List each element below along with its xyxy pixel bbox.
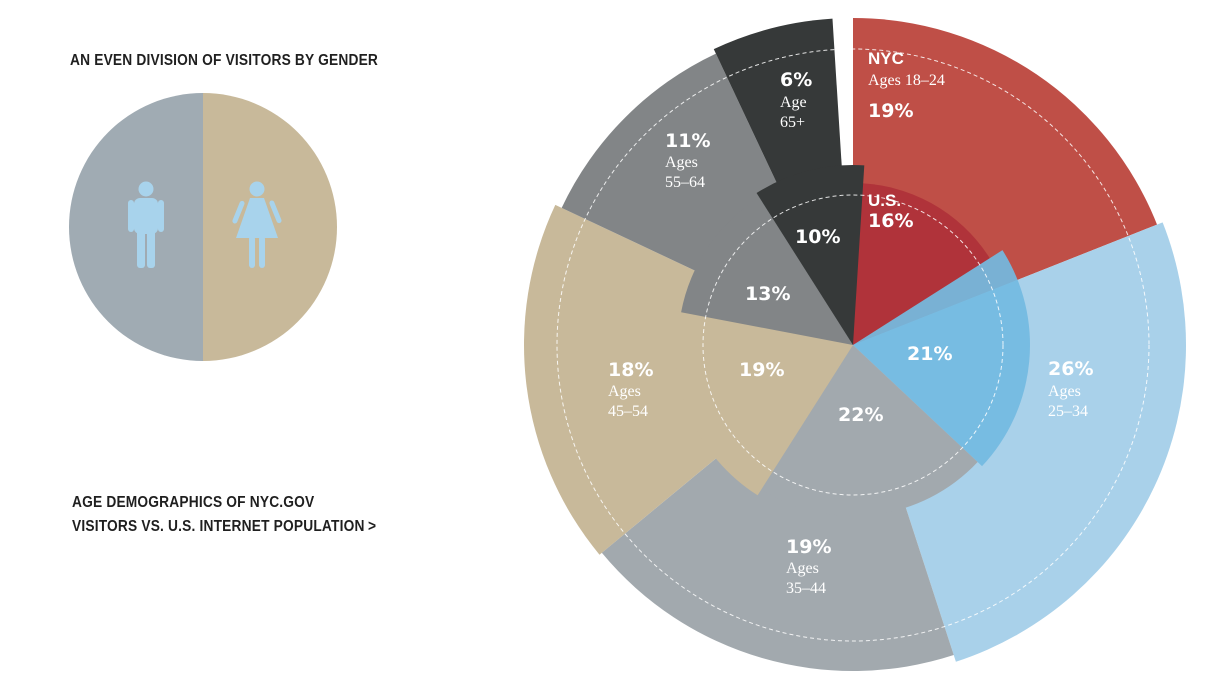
age-polar-chart: NYC U.S. Ages 18–24 19% 16% 26% Ages 25–…: [523, 18, 1187, 671]
us-value-55-64: 13%: [745, 283, 790, 305]
us-slice-18-24: [853, 183, 990, 345]
age-range-35-44: 35–44: [786, 580, 826, 597]
nyc-value-25-34: 26%: [1048, 358, 1093, 380]
age-label-18-24-prefix: Ages: [868, 72, 901, 89]
gender-pie-chart: [69, 93, 337, 361]
age-range-65-plus: 65+: [780, 114, 805, 131]
us-slice-45-54: [674, 311, 853, 496]
nyc-value-35-44: 19%: [786, 536, 831, 558]
age-label-45-54: Ages: [608, 383, 641, 400]
age-range-18-24: 18–24: [905, 72, 945, 89]
chevron-right-icon[interactable]: >: [368, 518, 377, 535]
us-value-45-54: 19%: [739, 359, 784, 381]
us-value-65-plus: 10%: [795, 226, 840, 248]
us-value-18-24: 16%: [868, 210, 913, 232]
age-range-45-54: 45–54: [608, 403, 648, 420]
age-label-65-plus: Age: [780, 94, 807, 111]
male-icon: [128, 181, 164, 268]
us-value-25-34: 21%: [907, 343, 952, 365]
gender-chart-title: AN EVEN DIVISION OF VISITORS BY GENDER: [70, 52, 379, 69]
age-range-25-34: 25–34: [1048, 403, 1088, 420]
nyc-series-label: NYC: [868, 49, 904, 68]
age-chart-title-line1: AGE DEMOGRAPHICS OF NYC.GOV: [72, 494, 315, 511]
age-label-35-44: Ages: [786, 560, 819, 577]
us-slice-35-44: [761, 345, 978, 517]
female-icon: [232, 181, 282, 268]
dashed-ring-outer: [556, 48, 1150, 642]
age-label-25-34: Ages: [1048, 383, 1081, 400]
us-series-label: U.S.: [868, 191, 901, 210]
age-chart-title-line2[interactable]: VISITORS VS. U.S. INTERNET POPULATION >: [72, 518, 376, 536]
us-slice-55-64: [681, 197, 853, 345]
us-slice-25-34: [853, 250, 1031, 467]
nyc-value-65-plus: 6%: [780, 69, 812, 91]
dashed-ring-inner: [702, 194, 1004, 496]
us-value-35-44: 22%: [838, 404, 883, 426]
age-label-18-24: Ages 18–24: [868, 72, 945, 89]
nyc-value-55-64: 11%: [665, 130, 710, 152]
age-chart-title-text: VISITORS VS. U.S. INTERNET POPULATION: [72, 518, 365, 535]
nyc-value-45-54: 18%: [608, 359, 653, 381]
us-slice-65-plus: [756, 165, 865, 345]
age-range-55-64: 55–64: [665, 174, 705, 191]
nyc-value-18-24: 19%: [868, 100, 913, 122]
age-label-55-64: Ages: [665, 154, 698, 171]
